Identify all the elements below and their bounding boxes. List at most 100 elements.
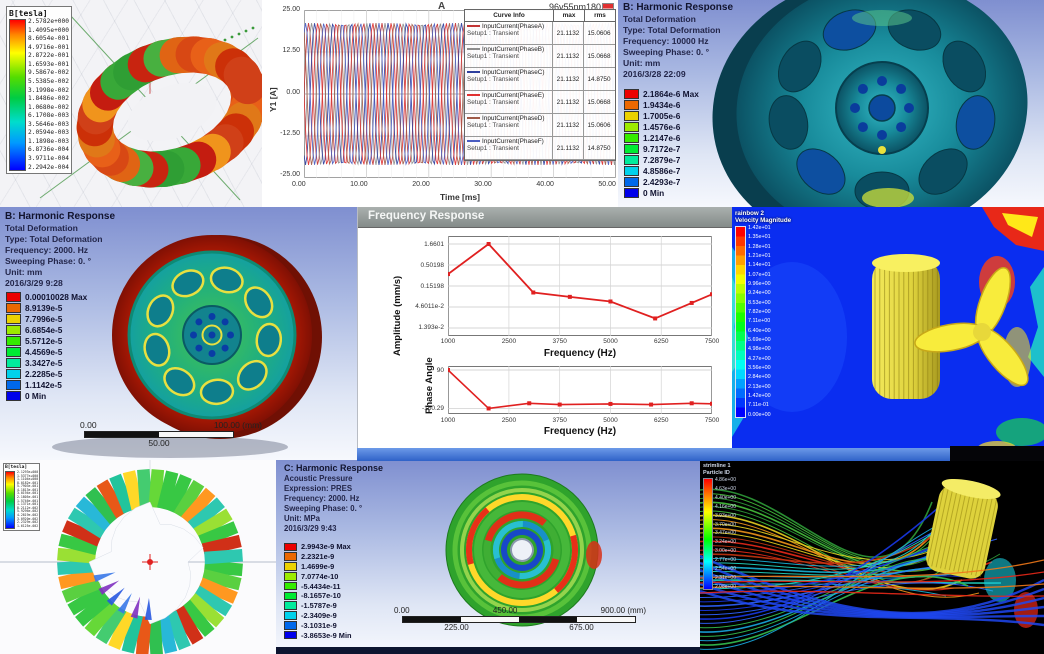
panel-acoustic-pressure: C: Harmonic Response Acoustic Pressure Ex… — [276, 460, 700, 654]
y-tick-label: 0.50198 — [420, 261, 445, 269]
curve-name: InputCurrent(PhaseB) — [482, 46, 545, 53]
legend-color-chip — [284, 601, 297, 610]
result-info-line: Expression: PRES — [284, 484, 353, 493]
legend-value: 9.7172e-7 — [643, 143, 681, 154]
legend-title-line2: Particle ID — [703, 469, 730, 476]
legend-value: 1.0680e-002 — [28, 103, 69, 111]
window-titlebar[interactable]: Frequency Response — [358, 207, 732, 228]
colorbar — [5, 471, 15, 529]
legend-row: 0.00010028 Max — [6, 291, 87, 302]
model-name-label: 96v55nm180 — [548, 2, 601, 12]
result-info-line: Total Deformation — [623, 14, 696, 24]
ruler-min-label: 0.00 — [80, 420, 97, 430]
curve-name: InputCurrent(PhaseE) — [482, 92, 545, 99]
deformation-legend: 2.1864e-6 Max 1.9434e-6 1.7005e-6 1.4576e-6… — [624, 88, 699, 198]
legend-value: 1.8486e-002 — [28, 95, 69, 103]
legend-value: 2.5782e+000 — [28, 18, 69, 25]
amplitude-chart — [448, 236, 712, 336]
legend-row: 2.4293e-7 — [624, 176, 699, 187]
legend-color-chip — [284, 542, 297, 552]
curve-name-cell: InputCurrent(PhaseA) Setup1 : Transient — [465, 22, 553, 44]
legend-value: 1.4699e-9 — [301, 561, 335, 571]
x-tick-label: 1000 — [440, 338, 456, 345]
legend-value: 1.4576e-6 — [643, 121, 681, 132]
legend-color-chip — [624, 88, 639, 99]
x-tick-label: 6250 — [653, 338, 669, 345]
legend-value: 2.1805e-001 — [17, 495, 39, 500]
legend-row: 3.3427e-5 — [6, 357, 87, 368]
x-tick-label: 5000 — [603, 417, 618, 424]
curve-max-value: 21.1132 — [553, 45, 584, 67]
legend-value: 2.08e+00 — [715, 583, 736, 590]
colorbar — [703, 478, 713, 590]
legend-value: 3.93e+00 — [715, 512, 736, 519]
legend-row: 2.2321e-9 — [284, 552, 352, 562]
legend-value: 2.1864e-6 Max — [643, 88, 699, 99]
legend-color-chip — [6, 357, 21, 368]
plot-corner-label: A — [438, 1, 446, 12]
legend-color-chip — [6, 302, 21, 313]
legend-value: 2.8722e-001 — [28, 52, 69, 60]
legend-value: 2.31e+00 — [715, 574, 736, 581]
legend-value: 7.0774e-10 — [301, 571, 339, 581]
legend-row: 4.8586e-7 — [624, 165, 699, 176]
legend-value: 2.2942e-004 — [28, 163, 69, 171]
legend-color-chip — [284, 591, 297, 601]
legend-color-chip — [284, 552, 297, 561]
result-info-line: Total Deformation — [5, 223, 78, 233]
particle-legend: strimline 1 Particle ID 4.86e+00 4.63e+00… — [703, 463, 736, 590]
legend-title: B[tesla] — [9, 9, 48, 18]
legend-value: 1.6593e-001 — [28, 60, 69, 68]
curve-rms-value: 15.0668 — [587, 52, 611, 60]
legend-value: 1.28e+01 — [748, 243, 771, 250]
legend-row: 1.9434e-6 — [624, 99, 699, 110]
y-tick-label: 4.6011e-2 — [415, 303, 444, 311]
curve-name-cell: InputCurrent(PhaseE) Setup1 : Transient — [465, 91, 553, 113]
legend-value: 7.2879e-7 — [643, 154, 681, 165]
header-curve-info: Curve Info — [465, 10, 554, 21]
legend-color-chip — [624, 143, 639, 154]
legend-value: 3.5646e-003 — [28, 120, 69, 128]
curve-line-sample — [467, 94, 480, 97]
legend-value: 4.1813e-001 — [17, 487, 39, 492]
legend-color-chip — [624, 187, 639, 198]
legend-value: 3.0920e-002 — [17, 516, 39, 521]
x-tick-label: 2500 — [501, 417, 517, 424]
legend-value: 3.24e+00 — [715, 539, 736, 546]
result-title: B: Harmonic Response — [623, 2, 734, 13]
legend-color-chip — [6, 335, 21, 346]
legend-value: 3.70e+00 — [715, 521, 736, 528]
legend-value: 2.77e+00 — [715, 557, 736, 564]
legend-value: -3.8653e-9 Min — [301, 630, 352, 640]
result-info-line: Frequency: 10000 Hz — [623, 36, 709, 46]
legend-row: -3.8653e-9 Min — [284, 630, 352, 640]
header-max: max — [554, 10, 585, 21]
curve-info-row: InputCurrent(PhaseD) Setup1 : Transient … — [465, 114, 615, 137]
legend-value: 4.4569e-5 — [25, 346, 63, 357]
legend-value: 1.4095e+000 — [28, 26, 69, 34]
legend-value: 0 Min — [25, 390, 47, 401]
legend-value: 7.82e+00 — [748, 308, 771, 315]
panel-frequency-response-window: Frequency Response Amplitude (mm/s) 1.66… — [357, 207, 732, 460]
y-tick-label: 90 — [436, 367, 444, 374]
legend-title-line1: rainbow 2 — [735, 210, 764, 217]
deformed-wheel-render — [712, 0, 1028, 207]
result-info-line: 2016/3/28 22:09 — [623, 69, 686, 79]
curve-name-cell: InputCurrent(PhaseC) Setup1 : Transient — [465, 68, 553, 90]
x-tick-label: 50.00 — [598, 181, 616, 188]
legend-value: 2.2321e-9 — [301, 552, 335, 562]
legend-value: 8.6054e-001 — [28, 35, 69, 43]
legend-value: 4.40e+00 — [715, 494, 736, 501]
curve-name-cell: InputCurrent(PhaseD) Setup1 : Transient — [465, 114, 553, 136]
curve-line-sample — [467, 117, 480, 120]
result-info-line: Unit: mm — [5, 267, 43, 277]
pressure-legend: 2.9943e-9 Max 2.2321e-9 1.4699e-9 7.0774e-1… — [284, 542, 352, 640]
legend-row: 2.1864e-6 Max — [624, 88, 699, 99]
curve-info-row: InputCurrent(PhaseB) Setup1 : Transient … — [465, 45, 615, 68]
x-tick-label: 5000 — [603, 338, 618, 345]
legend-value: 2.13e+00 — [748, 383, 771, 390]
x-tick-label: 3750 — [552, 417, 567, 424]
panel-cfd-velocity-contour: rainbow 2 Velocity Magnitude 1.42e+01 1.3… — [732, 207, 1044, 460]
curve-max-value: 21.1132 — [553, 22, 584, 44]
legend-color-chip — [6, 379, 21, 390]
